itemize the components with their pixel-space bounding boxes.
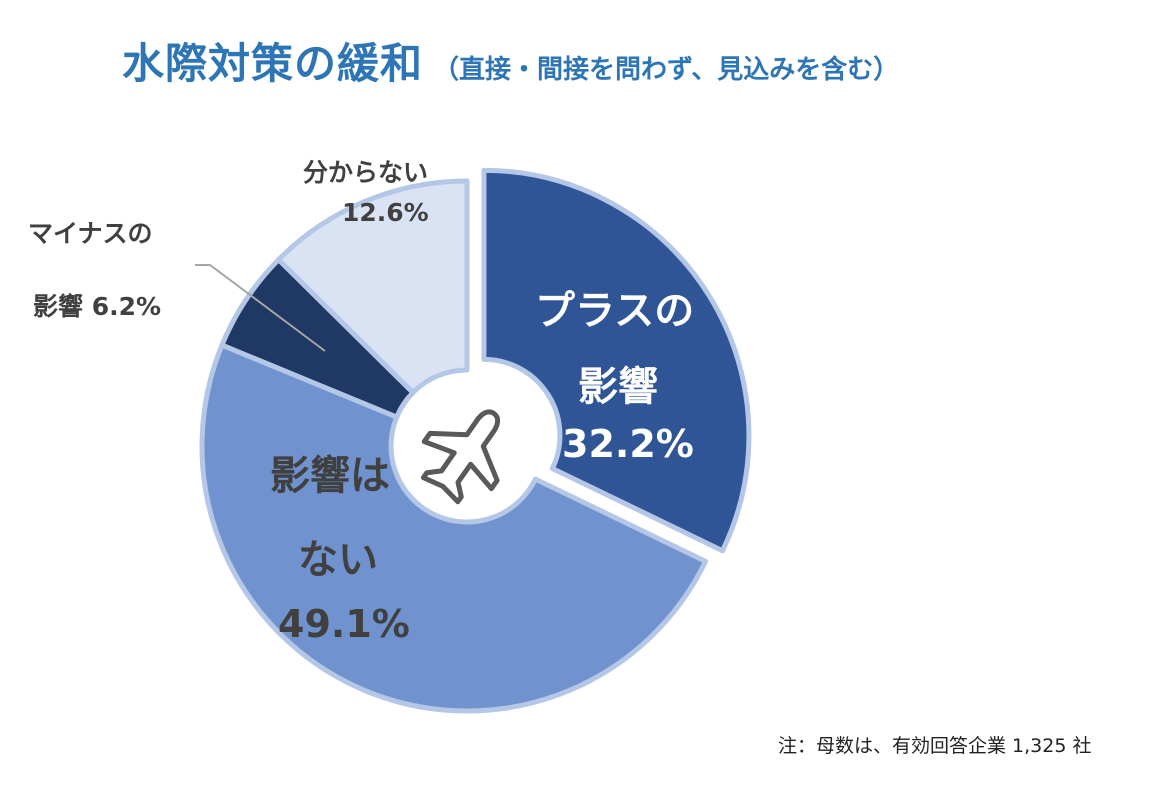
label-none-pct: 49.1%	[278, 602, 410, 646]
label-minus-word: 影響	[33, 292, 84, 321]
chart-title-sub: （直接・間接を問わず、見込みを含む）	[433, 55, 900, 85]
label-unknown-pct: 12.6%	[342, 198, 429, 227]
slice-unknown	[276, 178, 470, 396]
label-plus-pct: 32.2%	[562, 422, 694, 466]
chart-title: 水際対策の緩和 （直接・間接を問わず、見込みを含む）	[122, 30, 899, 91]
label-plus-line2: 影響	[578, 364, 658, 410]
label-minus-pct: 6.2%	[91, 292, 162, 321]
slice-none	[199, 342, 709, 714]
label-plus-line1: プラスの	[535, 288, 695, 334]
minus-leader-line	[195, 264, 326, 352]
label-unknown-line1: 分からない	[303, 158, 429, 187]
label-minus-line2: 影響 6.2%	[33, 287, 161, 323]
footnote: 注：母数は、有効回答企業 1,325 社	[778, 735, 1092, 757]
chart-title-main: 水際対策の緩和	[122, 39, 424, 88]
airplane-icon	[420, 409, 501, 505]
label-none-line1: 影響は	[270, 453, 390, 499]
label-minus-line1: マイナスの	[28, 219, 153, 248]
donut-slices	[199, 167, 752, 714]
slice-plus	[481, 167, 752, 554]
label-none-line2: ない	[298, 537, 378, 583]
